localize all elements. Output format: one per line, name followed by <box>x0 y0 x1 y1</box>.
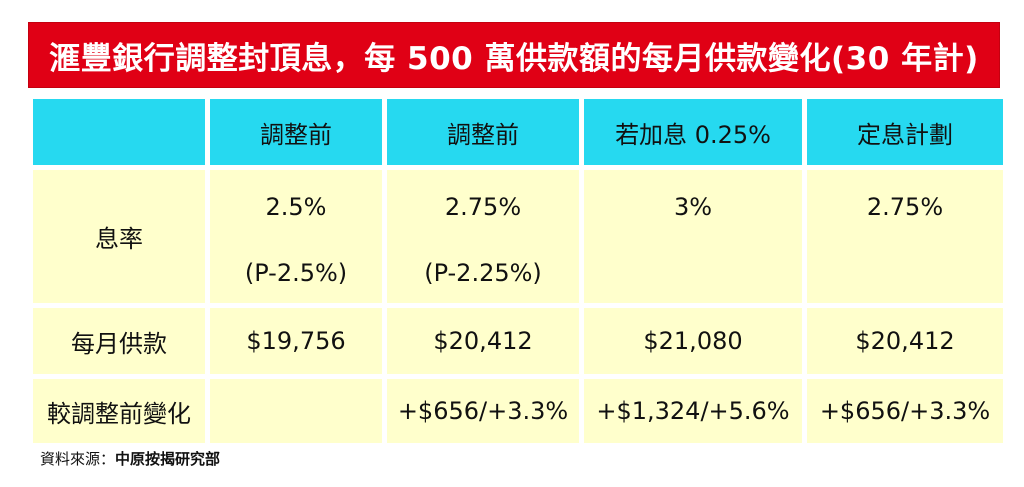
payment-cell: $19,756 <box>210 308 382 374</box>
mortgage-comparison-table: 調整前 調整前 若加息 0.25% 定息計劃 息率 2.5% (P-2.5%) … <box>28 94 1008 448</box>
rate-cell: 3% <box>584 170 802 303</box>
payment-cell: $20,412 <box>807 308 1003 374</box>
header-row: 調整前 調整前 若加息 0.25% 定息計劃 <box>33 99 1003 165</box>
rate-cell: 2.75% <box>807 170 1003 303</box>
table-title: 滙豐銀行調整封頂息，每 500 萬供款額的每月供款變化(30 年計) <box>28 22 1000 88</box>
change-cell: +$656/+3.3% <box>387 379 579 443</box>
payment-cell: $20,412 <box>387 308 579 374</box>
row-label-change: 較調整前變化 <box>33 379 205 443</box>
change-cell <box>210 379 382 443</box>
header-cell-fixed-plan: 定息計劃 <box>807 99 1003 165</box>
rate-value: 2.5% <box>265 193 327 221</box>
header-cell-empty <box>33 99 205 165</box>
rate-value: 2.75% <box>866 193 944 221</box>
change-cell: +$1,324/+5.6% <box>584 379 802 443</box>
row-label-interest-rate: 息率 <box>33 170 205 303</box>
source-prefix: 資料來源： <box>40 450 116 468</box>
table-row-change: 較調整前變化 +$656/+3.3% +$1,324/+5.6% +$656/+… <box>33 379 1003 443</box>
table-row-interest-rate: 息率 2.5% (P-2.5%) 2.75% (P-2.25%) 3% 2.75… <box>33 170 1003 303</box>
rate-value: 3% <box>673 193 713 221</box>
rate-cell: 2.75% (P-2.25%) <box>387 170 579 303</box>
source-name: 中原按揭研究部 <box>115 450 221 468</box>
change-cell: +$656/+3.3% <box>807 379 1003 443</box>
header-cell-before-1: 調整前 <box>210 99 382 165</box>
rate-cell: 2.5% (P-2.5%) <box>210 170 382 303</box>
rate-prime-spread: (P-2.25%) <box>424 259 542 287</box>
header-cell-before-2: 調整前 <box>387 99 579 165</box>
header-cell-rate-hike: 若加息 0.25% <box>584 99 802 165</box>
row-label-monthly-payment: 每月供款 <box>33 308 205 374</box>
payment-cell: $21,080 <box>584 308 802 374</box>
table-row-monthly-payment: 每月供款 $19,756 $20,412 $21,080 $20,412 <box>33 308 1003 374</box>
rate-value: 2.75% <box>444 193 522 221</box>
source-note: 資料來源：中原按揭研究部 <box>40 448 220 469</box>
rate-prime-spread: (P-2.5%) <box>244 259 348 287</box>
